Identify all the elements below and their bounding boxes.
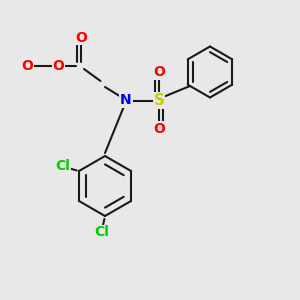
Text: S: S <box>154 93 164 108</box>
Text: O: O <box>153 122 165 136</box>
Text: N: N <box>120 94 132 107</box>
Text: O: O <box>21 59 33 73</box>
Text: O: O <box>153 65 165 79</box>
Text: O: O <box>75 31 87 44</box>
Text: O: O <box>52 59 64 73</box>
Text: Cl: Cl <box>94 226 110 239</box>
Text: Cl: Cl <box>55 160 70 173</box>
